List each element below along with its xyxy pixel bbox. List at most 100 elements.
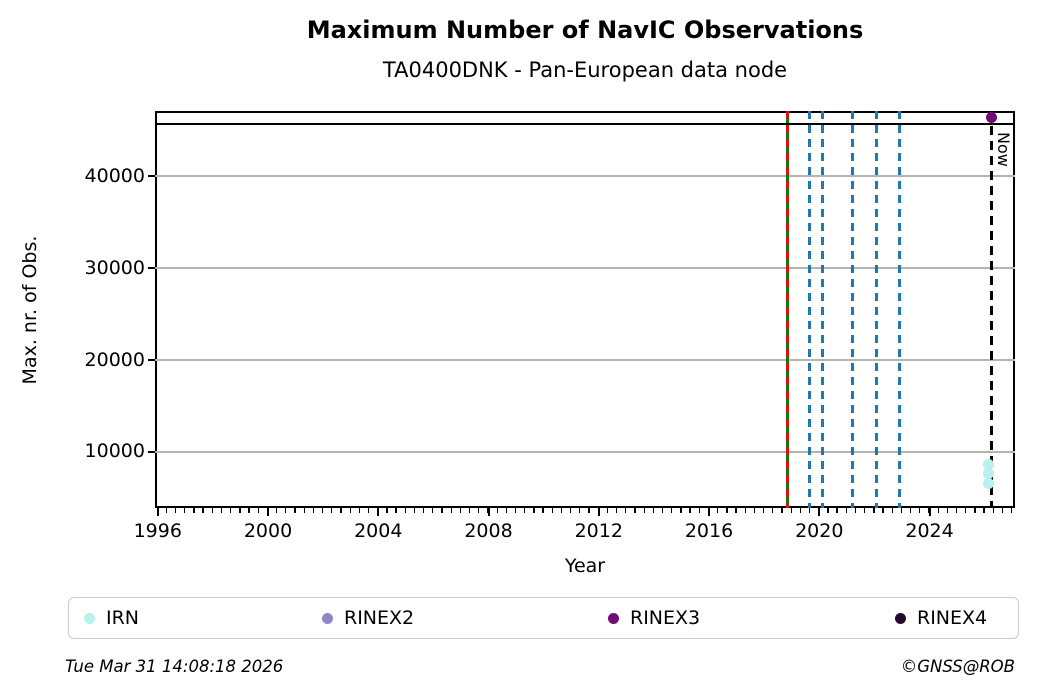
x-minor-tick-mark: [955, 508, 958, 513]
x-minor-tick-mark: [854, 508, 857, 513]
x-minor-tick-mark: [211, 508, 213, 513]
x-minor-tick-mark: [533, 508, 535, 513]
event-line-blue-1: [808, 111, 811, 508]
x-minor-tick-mark: [625, 508, 627, 513]
x-minor-tick-mark: [340, 508, 342, 513]
x-minor-tick-mark: [423, 508, 425, 513]
x-minor-tick-mark: [174, 508, 177, 513]
legend-item-rinex4: RINEX4: [895, 598, 987, 638]
x-minor-tick-mark: [928, 508, 930, 513]
x-minor-tick-mark: [331, 508, 333, 513]
x-tick-label: 2024: [905, 520, 954, 542]
max-observations-line: [155, 122, 1015, 126]
x-minor-tick-mark: [818, 508, 820, 513]
x-minor-tick-mark: [275, 508, 278, 513]
x-minor-tick-mark: [836, 508, 838, 513]
data-point-irn: [983, 467, 995, 479]
x-minor-tick-mark: [707, 508, 710, 513]
y-tick-label: 10000: [84, 440, 145, 463]
x-minor-tick-mark: [799, 508, 801, 513]
x-minor-tick-mark: [588, 508, 590, 513]
legend-item-rinex3: RINEX3: [608, 598, 700, 638]
legend-label: IRN: [106, 607, 140, 629]
x-minor-tick-mark: [395, 508, 397, 513]
x-minor-tick-mark: [358, 508, 360, 513]
x-minor-tick-mark: [505, 508, 507, 513]
grid-line: [155, 267, 1015, 269]
chart-title: Maximum Number of NavIC Observations: [306, 16, 864, 44]
y-tick-mark: [148, 450, 155, 453]
x-minor-tick-mark: [753, 508, 756, 513]
event-line-blue-4: [875, 111, 878, 508]
plot-timestamp: Tue Mar 31 14:08:18 2026: [65, 657, 284, 676]
x-minor-tick-mark: [257, 508, 259, 513]
x-minor-tick-mark: [919, 508, 921, 513]
x-minor-tick-mark: [321, 508, 324, 513]
x-tick-label: 2008: [464, 520, 513, 542]
x-minor-tick-mark: [285, 508, 287, 513]
x-minor-tick-mark: [524, 508, 526, 513]
x-minor-tick-mark: [597, 508, 599, 513]
x-minor-tick-mark: [230, 508, 232, 513]
x-minor-tick-mark: [294, 508, 296, 513]
x-minor-tick-mark: [193, 508, 195, 513]
x-minor-tick-mark: [965, 508, 967, 513]
legend: IRN RINEX2 RINEX3 RINEX4: [68, 597, 1019, 639]
x-minor-tick-mark: [634, 508, 636, 513]
x-minor-tick-mark: [386, 508, 388, 513]
now-line: [990, 111, 993, 508]
x-tick-label: 2020: [795, 520, 844, 542]
x-minor-tick-mark: [790, 508, 792, 513]
x-minor-tick-mark: [496, 508, 498, 513]
x-minor-tick-mark: [615, 508, 618, 513]
x-minor-tick-mark: [946, 508, 949, 513]
event-line-blue-2: [821, 111, 824, 508]
x-minor-tick-mark: [661, 508, 664, 513]
chart-subtitle: TA0400DNK - Pan-European data node: [382, 58, 788, 82]
legend-marker-icon: [608, 612, 619, 624]
x-minor-tick-mark: [459, 508, 462, 513]
event-line-red-overlay: [786, 111, 789, 508]
grid-line: [155, 451, 1015, 453]
legend-marker-icon: [84, 612, 95, 624]
y-tick-label: 30000: [84, 256, 145, 279]
legend-label: RINEX2: [344, 607, 415, 629]
data-point-rinex3: [986, 111, 998, 123]
x-minor-tick-mark: [441, 508, 443, 513]
x-minor-tick-mark: [643, 508, 645, 513]
x-minor-tick-mark: [514, 508, 517, 513]
data-point-irn: [983, 477, 995, 489]
x-minor-tick-mark: [165, 508, 168, 513]
x-minor-tick-mark: [266, 508, 269, 513]
x-minor-tick-mark: [404, 508, 406, 513]
x-minor-tick-mark: [303, 508, 305, 513]
y-tick-mark: [148, 175, 155, 178]
x-minor-tick-mark: [974, 508, 976, 513]
legend-item-rinex2: RINEX2: [322, 598, 414, 638]
x-minor-tick-mark: [744, 508, 746, 513]
event-line-blue-3: [851, 111, 854, 508]
x-minor-tick-mark: [717, 508, 719, 513]
x-minor-tick-mark: [367, 508, 370, 513]
x-axis-label: Year: [564, 555, 606, 577]
x-minor-tick-mark: [468, 508, 471, 513]
y-axis-label: Max. nr. of Obs.: [19, 235, 41, 385]
x-minor-tick-mark: [413, 508, 416, 513]
x-minor-tick-mark: [1011, 508, 1013, 513]
x-tick-label: 2000: [243, 520, 293, 542]
grid-line: [155, 359, 1015, 361]
x-tick-label: 2012: [574, 520, 623, 542]
data-point-irn: [983, 459, 995, 471]
event-line-blue-5: [897, 111, 901, 508]
x-minor-tick-mark: [579, 508, 581, 513]
legend-label: RINEX4: [917, 607, 988, 629]
x-minor-tick-mark: [762, 508, 765, 513]
x-minor-tick-mark: [937, 508, 939, 513]
x-minor-tick-mark: [726, 508, 728, 513]
x-minor-tick-mark: [248, 508, 250, 513]
x-minor-tick-mark: [689, 508, 691, 513]
x-minor-tick-mark: [432, 508, 434, 513]
copyright-credit: ©GNSS@ROB: [900, 657, 1015, 676]
x-tick-label: 2004: [354, 520, 403, 542]
